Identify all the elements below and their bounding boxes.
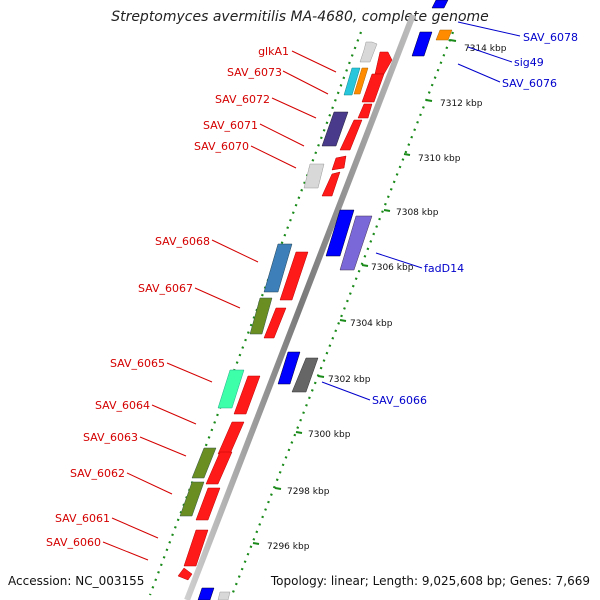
gene-label-SAV_6076[interactable]: SAV_6076: [502, 77, 557, 90]
topology-text: Topology: linear; Length: 9,025,608 bp; …: [270, 574, 590, 588]
gene-arrow-SAV_6078[interactable]: [431, 0, 449, 9]
tick-label: 7312 kbp: [440, 99, 483, 109]
gene-arrow-glkA1[interactable]: [359, 41, 378, 63]
gene-arrow-SAV_6073[interactable]: [343, 67, 361, 96]
forward-leader-lines: [321, 21, 521, 401]
tick-mark: [317, 375, 325, 378]
gene-label-SAV_6063[interactable]: SAV_6063: [83, 431, 138, 444]
gene-arrow-SAV_6060[interactable]: [177, 567, 193, 581]
gene-label-SAV_6066[interactable]: SAV_6066: [372, 394, 427, 407]
gene-arrow-SAV_6066[interactable]: [291, 357, 319, 393]
tick-mark: [425, 99, 433, 102]
tick-label: 7302 kbp: [328, 375, 371, 385]
gene-label-fadD14[interactable]: fadD14: [424, 262, 464, 275]
tick-mark: [339, 319, 347, 322]
gene-arrow-SAV_6061[interactable]: [183, 529, 209, 567]
gene-label-SAV_6071[interactable]: SAV_6071: [203, 119, 258, 132]
gene-arrow[interactable]: [233, 375, 261, 415]
gene-arrow[interactable]: [197, 587, 215, 600]
tick-mark: [449, 39, 457, 42]
gene-label-SAV_6065[interactable]: SAV_6065: [110, 357, 165, 370]
tick-mark: [274, 487, 282, 490]
tick-mark: [361, 264, 369, 267]
gene-label-SAV_6061[interactable]: SAV_6061: [55, 512, 110, 525]
tick-label: 7314 kbp: [464, 44, 507, 54]
gene-arrow[interactable]: [374, 51, 393, 75]
map-title: Streptomyces avermitilis MA-4680, comple…: [111, 9, 489, 25]
accession-text: Accession: NC_003155: [8, 574, 145, 588]
gene-arrow[interactable]: [277, 351, 301, 385]
tick-mark: [252, 542, 260, 545]
gene-label-SAV_6064[interactable]: SAV_6064: [95, 399, 150, 412]
tick-label: 7296 kbp: [267, 542, 310, 552]
tick-mark: [295, 431, 303, 434]
reverse-strand-genes: [177, 41, 393, 581]
gene-arrow-SAV_6067[interactable]: [249, 297, 273, 335]
gene-arrow[interactable]: [279, 251, 309, 301]
reverse-leader-lines: [102, 50, 337, 561]
tick-label: 7304 kbp: [350, 319, 393, 329]
gene-arrow-SAV_6072[interactable]: [361, 73, 385, 103]
genome-backbone: [184, 13, 416, 600]
gene-label-SAV_6072[interactable]: SAV_6072: [215, 93, 270, 106]
gene-label-SAV_6078[interactable]: SAV_6078: [523, 31, 578, 44]
gene-arrow[interactable]: [195, 487, 221, 521]
gene-label-SAV_6073[interactable]: SAV_6073: [227, 66, 282, 79]
gene-arrow[interactable]: [325, 209, 355, 257]
gene-arrow-fadD14[interactable]: [339, 215, 373, 271]
tick-label: 7306 kbp: [371, 263, 414, 273]
gene-arrow[interactable]: [331, 155, 347, 171]
gene-arrow-SAV_6065[interactable]: [217, 369, 245, 409]
gene-label-SAV_6060[interactable]: SAV_6060: [46, 536, 101, 549]
gene-arrow[interactable]: [321, 171, 341, 197]
tick-mark: [383, 209, 391, 212]
tick-mark: [403, 153, 411, 156]
gene-label-SAV_6068[interactable]: SAV_6068: [155, 235, 210, 248]
tick-label: 7300 kbp: [308, 430, 351, 440]
forward-dotted-guide: [230, 31, 455, 596]
gene-label-sig49[interactable]: sig49: [514, 56, 544, 69]
gene-arrow[interactable]: [263, 307, 287, 339]
gene-arrow[interactable]: [339, 119, 363, 151]
tick-label: 7298 kbp: [287, 487, 330, 497]
gene-label-SAV_6067[interactable]: SAV_6067: [138, 282, 193, 295]
forward-strand-genes: [197, 0, 453, 600]
gene-arrow-SAV_6076[interactable]: [411, 31, 433, 57]
gene-label-SAV_6070[interactable]: SAV_6070: [194, 140, 249, 153]
gene-arrow-SAV_6063[interactable]: [191, 447, 217, 479]
gene-arrow[interactable]: [353, 67, 369, 95]
tick-marks: [252, 39, 457, 545]
gene-arrow[interactable]: [357, 103, 373, 119]
gene-arrow-SAV_6064[interactable]: [217, 421, 245, 455]
gene-arrow-sig49[interactable]: [435, 29, 453, 41]
gene-arrow-SAV_6071[interactable]: [321, 111, 349, 147]
tick-label: 7308 kbp: [396, 208, 439, 218]
gene-arrow-SAV_6070[interactable]: [303, 163, 325, 189]
gene-arrow[interactable]: [217, 591, 231, 600]
gene-arrow-SAV_6062[interactable]: [179, 481, 205, 517]
gene-label-glkA1[interactable]: glkA1: [258, 45, 289, 58]
gene-arrow-SAV_6068[interactable]: [263, 243, 293, 293]
tick-label: 7310 kbp: [418, 154, 461, 164]
gene-label-SAV_6062[interactable]: SAV_6062: [70, 467, 125, 480]
gene-arrow[interactable]: [205, 451, 233, 485]
